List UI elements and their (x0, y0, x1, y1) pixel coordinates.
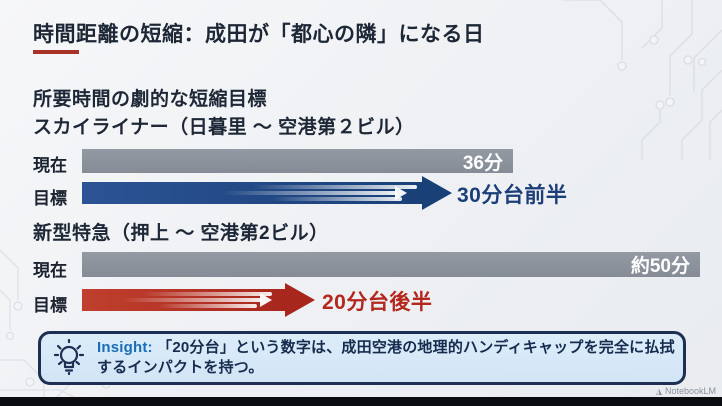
watermark-label: NotebookLM (664, 386, 716, 396)
arrow-head-icon (285, 283, 315, 317)
speed-streak-arrowhead-icon (260, 293, 272, 307)
target-value-skyliner: 30分台前半 (457, 184, 568, 207)
speed-streak (142, 292, 272, 296)
section-heading-new-express: 新型特急（押上 〜 空港第2ビル） (33, 223, 329, 244)
current-bar-new-express: 約50分 (82, 252, 700, 277)
notebooklm-logo-icon: ◮ (655, 386, 662, 396)
insight-label: Insight: (97, 339, 153, 356)
slide-subtitle: 所要時間の劇的な短縮目標 (33, 89, 268, 110)
speed-streak (122, 298, 262, 302)
speed-streak (222, 191, 397, 195)
speed-streak-arrowhead-icon (395, 186, 407, 200)
letterbox-bottom-bar (0, 397, 722, 406)
speed-streak (272, 197, 402, 201)
row-label-current: 現在 (33, 261, 67, 280)
target-value-new-express: 20分台後半 (322, 291, 433, 314)
row-label-target: 目標 (33, 189, 67, 208)
section-heading-skyliner: スカイライナー（日暮里 〜 空港第２ビル） (33, 117, 415, 138)
row-label-target: 目標 (33, 296, 67, 315)
current-value-new-express: 約50分 (630, 256, 690, 277)
current-value-skyliner: 36分 (462, 152, 503, 174)
lightbulb-icon (41, 339, 97, 377)
speed-streak (252, 185, 417, 189)
arrow-head-icon (422, 176, 452, 210)
slide-title: 時間距離の短縮：成田が「都心の隣」になる日 (33, 23, 485, 46)
title-accent-underline (33, 50, 79, 54)
insight-callout-box: Insight: 「20分台」という数字は、成田空港の地理的ハンディキャップを完… (38, 331, 686, 385)
notebooklm-watermark: ◮ NotebookLM (656, 386, 716, 396)
row-label-current: 現在 (33, 156, 67, 175)
insight-body: 「20分台」という数字は、成田空港の地理的ハンディキャップを完全に払拭するインパ… (97, 339, 675, 376)
insight-text: Insight: 「20分台」という数字は、成田空港の地理的ハンディキャップを完… (97, 338, 675, 378)
current-bar-skyliner: 36分 (82, 149, 513, 174)
speed-streak (157, 304, 257, 308)
